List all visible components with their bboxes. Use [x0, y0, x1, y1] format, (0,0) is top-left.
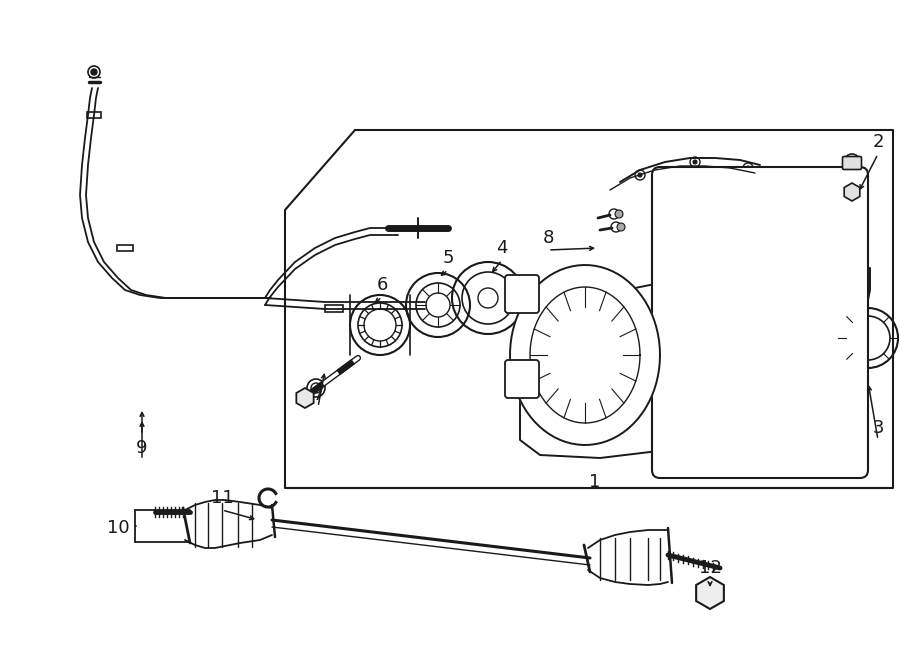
Circle shape: [693, 160, 697, 164]
Circle shape: [519, 382, 525, 388]
Text: 5: 5: [442, 249, 454, 267]
Text: 6: 6: [376, 276, 388, 294]
Circle shape: [706, 589, 714, 597]
Text: 9: 9: [136, 439, 148, 457]
Text: 3: 3: [872, 419, 884, 437]
FancyBboxPatch shape: [652, 167, 868, 478]
Bar: [87, 112, 101, 118]
Text: 12: 12: [698, 559, 722, 577]
FancyBboxPatch shape: [505, 275, 539, 313]
Text: 11: 11: [211, 489, 233, 507]
Text: 10: 10: [107, 519, 130, 537]
FancyBboxPatch shape: [842, 157, 861, 169]
Bar: [117, 245, 133, 251]
FancyBboxPatch shape: [505, 360, 539, 398]
Circle shape: [91, 69, 97, 75]
Circle shape: [617, 223, 625, 231]
Circle shape: [519, 295, 525, 301]
Text: 2: 2: [872, 133, 884, 151]
Text: 1: 1: [590, 473, 600, 491]
Polygon shape: [510, 265, 660, 445]
Circle shape: [752, 302, 772, 322]
Bar: [325, 305, 343, 312]
Circle shape: [638, 173, 642, 177]
Text: 4: 4: [496, 239, 508, 257]
Circle shape: [836, 388, 844, 396]
Text: 8: 8: [543, 229, 553, 247]
Circle shape: [615, 210, 623, 218]
Text: 7: 7: [312, 386, 324, 404]
Circle shape: [746, 166, 750, 170]
